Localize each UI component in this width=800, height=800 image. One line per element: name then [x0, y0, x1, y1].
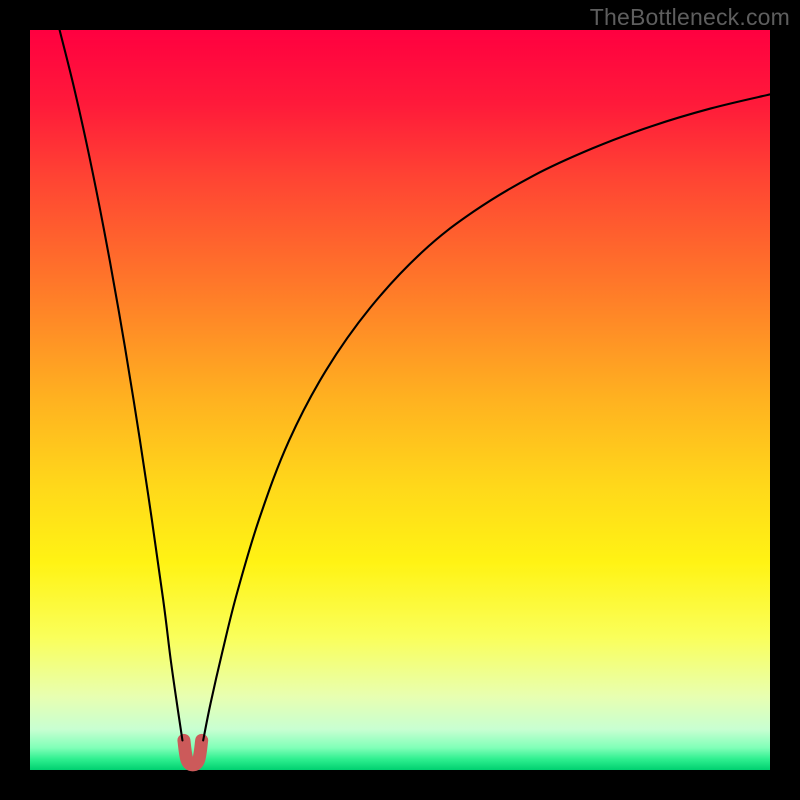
bottleneck-chart [0, 0, 800, 800]
plot-area [30, 30, 770, 770]
chart-canvas: { "watermark": { "text": "TheBottleneck.… [0, 0, 800, 800]
watermark-text: TheBottleneck.com [590, 4, 790, 31]
